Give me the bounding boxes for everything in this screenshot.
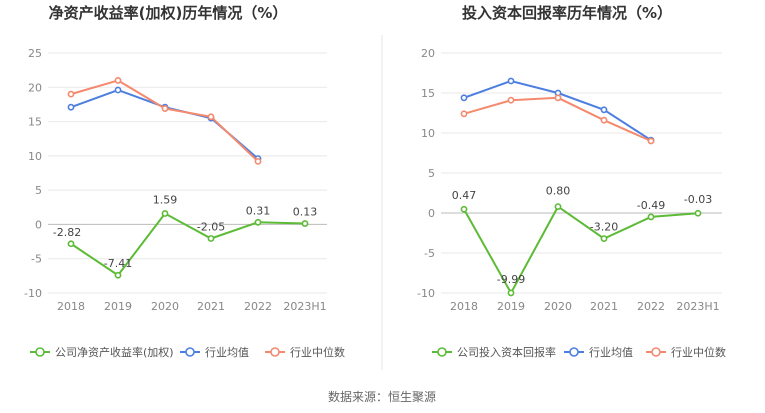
data-label: 0.13 <box>293 206 318 219</box>
legend-swatch-marker <box>569 347 579 357</box>
chart-title: 净资产收益率(加权)历年情况（%） <box>49 4 288 22</box>
data-point <box>207 235 215 242</box>
legend-swatch-marker <box>270 347 280 357</box>
data-point <box>694 209 702 217</box>
data-label: -0.49 <box>637 199 665 212</box>
data-point <box>600 106 608 114</box>
data-point <box>161 105 169 112</box>
x-tick-label: 2023H1 <box>283 300 326 313</box>
y-tick-label: -5 <box>31 253 42 266</box>
legend-label: 行业中位数 <box>290 345 345 359</box>
data-point <box>647 213 655 221</box>
y-tick-label: 0 <box>35 218 42 231</box>
x-tick-label: 2022 <box>637 300 665 313</box>
data-point <box>254 157 262 165</box>
y-tick-label: 25 <box>28 47 42 60</box>
data-point <box>254 218 262 226</box>
legend-label: 公司投入资本回报率 <box>457 345 556 359</box>
y-tick-label: 0 <box>428 207 435 220</box>
legend-swatch-marker <box>651 347 661 357</box>
data-point <box>67 103 75 111</box>
chart-panel-2: 投入资本回报率历年情况（%） 20 15 10 5 0 -5 -10 2018 2019 2020 2… <box>417 4 726 359</box>
data-point <box>114 271 122 279</box>
legend-label: 行业均值 <box>205 346 249 359</box>
y-tick-label: 5 <box>428 167 435 180</box>
y-tick-label: -10 <box>417 287 435 300</box>
data-point <box>460 205 468 213</box>
y-tick-label: 5 <box>35 184 42 197</box>
y-tick-label: -10 <box>24 287 42 300</box>
data-label: 1.59 <box>153 194 178 207</box>
data-point <box>647 137 655 145</box>
series-line <box>463 205 699 295</box>
legend-swatch-marker <box>35 347 45 357</box>
data-point <box>67 90 75 98</box>
series-line <box>463 96 652 142</box>
series-line <box>70 79 259 163</box>
x-tick-label: 2018 <box>57 300 85 313</box>
data-label: -2.05 <box>197 220 225 233</box>
data-label: -2.82 <box>53 226 81 239</box>
y-tick-label: 10 <box>28 150 42 163</box>
legend-label: 公司净资产收益率(加权) <box>55 345 174 359</box>
chart-title: 投入资本回报率历年情况（%） <box>462 4 672 22</box>
data-point <box>460 110 468 118</box>
data-point <box>67 240 75 248</box>
y-tick-label: 15 <box>28 116 42 129</box>
data-point <box>207 113 215 121</box>
data-point <box>507 96 515 104</box>
x-tick-label: 2018 <box>450 300 478 313</box>
x-tick-label: 2021 <box>590 300 618 313</box>
data-point <box>554 94 562 102</box>
data-point <box>600 235 608 242</box>
data-label: -7.41 <box>104 257 132 270</box>
data-point <box>507 77 515 85</box>
y-tick-label: -5 <box>424 247 435 260</box>
x-tick-label: 2019 <box>104 300 132 313</box>
series-line <box>70 212 306 277</box>
data-label: 0.80 <box>546 185 571 198</box>
y-tick-label: 20 <box>28 81 42 94</box>
data-label: 0.31 <box>246 204 271 217</box>
x-tick-label: 2023H1 <box>676 300 719 313</box>
data-label: -0.03 <box>684 193 712 206</box>
data-point <box>460 94 468 102</box>
data-label: -3.20 <box>590 221 618 234</box>
data-point <box>114 77 122 84</box>
legend-label: 行业中位数 <box>671 345 726 359</box>
chart-panel-1: 净资产收益率(加权)历年情况（%） 25 20 15 10 5 0 -5 -10 2018 2019… <box>24 4 345 359</box>
data-label: -9.99 <box>497 273 525 286</box>
x-tick-label: 2019 <box>497 300 525 313</box>
x-tick-label: 2020 <box>151 300 179 313</box>
x-tick-label: 2022 <box>244 300 272 313</box>
y-tick-label: 20 <box>421 47 435 60</box>
data-point <box>554 203 562 210</box>
y-tick-label: 10 <box>421 127 435 140</box>
legend-swatch-marker <box>185 347 195 357</box>
data-point <box>301 220 309 227</box>
x-tick-label: 2021 <box>197 300 225 313</box>
data-source-text: 数据来源：恒生聚源 <box>328 389 436 404</box>
data-point <box>600 116 608 124</box>
data-label: 0.47 <box>452 189 477 202</box>
legend-label: 行业均值 <box>589 346 633 359</box>
data-point <box>507 289 515 297</box>
data-point <box>161 210 169 217</box>
y-tick-label: 15 <box>421 87 435 100</box>
legend-swatch-marker <box>437 347 447 357</box>
x-tick-label: 2020 <box>544 300 572 313</box>
data-point <box>114 86 122 94</box>
series-line <box>70 88 259 160</box>
